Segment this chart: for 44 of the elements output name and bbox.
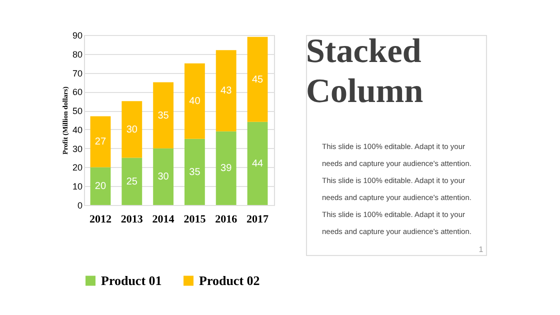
y-tick-label: 0 — [77, 200, 82, 210]
data-label: 35 — [189, 166, 201, 178]
data-label: 43 — [220, 86, 232, 97]
y-tick-label: 80 — [72, 49, 82, 60]
legend-label: Product 01 — [101, 272, 162, 288]
y-tick-label: 50 — [72, 106, 82, 116]
bar — [122, 101, 142, 158]
y-tick-label: 90 — [72, 30, 82, 40]
bar — [247, 122, 268, 205]
x-tick-label: 2016 — [215, 214, 238, 226]
legend-label: Product 02 — [199, 272, 260, 288]
data-label: 30 — [126, 124, 138, 136]
x-tick-label: 2017 — [246, 214, 270, 226]
x-tick-label: 2013 — [120, 214, 144, 226]
y-tick-label: 20 — [72, 162, 82, 173]
y-tick-label: 10 — [72, 182, 82, 192]
bar — [153, 148, 174, 205]
data-label: 39 — [220, 163, 232, 174]
data-label: 27 — [94, 136, 106, 148]
data-label: 30 — [158, 172, 170, 183]
data-label: 44 — [252, 158, 264, 170]
y-tick-label: 70 — [72, 68, 82, 78]
bar — [90, 167, 111, 205]
bar — [184, 138, 205, 205]
text: Stacked Column — [306, 33, 424, 110]
text: 1 — [478, 245, 484, 254]
data-label: 40 — [189, 96, 201, 108]
data-label: 35 — [158, 110, 170, 122]
y-tick-label: 40 — [72, 124, 82, 135]
data-label: 25 — [126, 176, 138, 188]
bar — [122, 158, 142, 205]
bar — [153, 82, 174, 148]
x-tick-label: 2012 — [89, 214, 112, 226]
bar — [247, 36, 268, 122]
bar — [90, 116, 111, 168]
y-tick-label: 30 — [72, 144, 82, 154]
y-tick-label: 60 — [72, 87, 82, 98]
x-tick-label: 2014 — [152, 214, 175, 226]
bar — [184, 63, 205, 139]
data-label: 20 — [94, 181, 106, 192]
bar — [216, 50, 236, 132]
x-tick-label: 2015 — [184, 214, 206, 226]
bar — [216, 131, 236, 205]
data-label: 45 — [252, 74, 264, 86]
